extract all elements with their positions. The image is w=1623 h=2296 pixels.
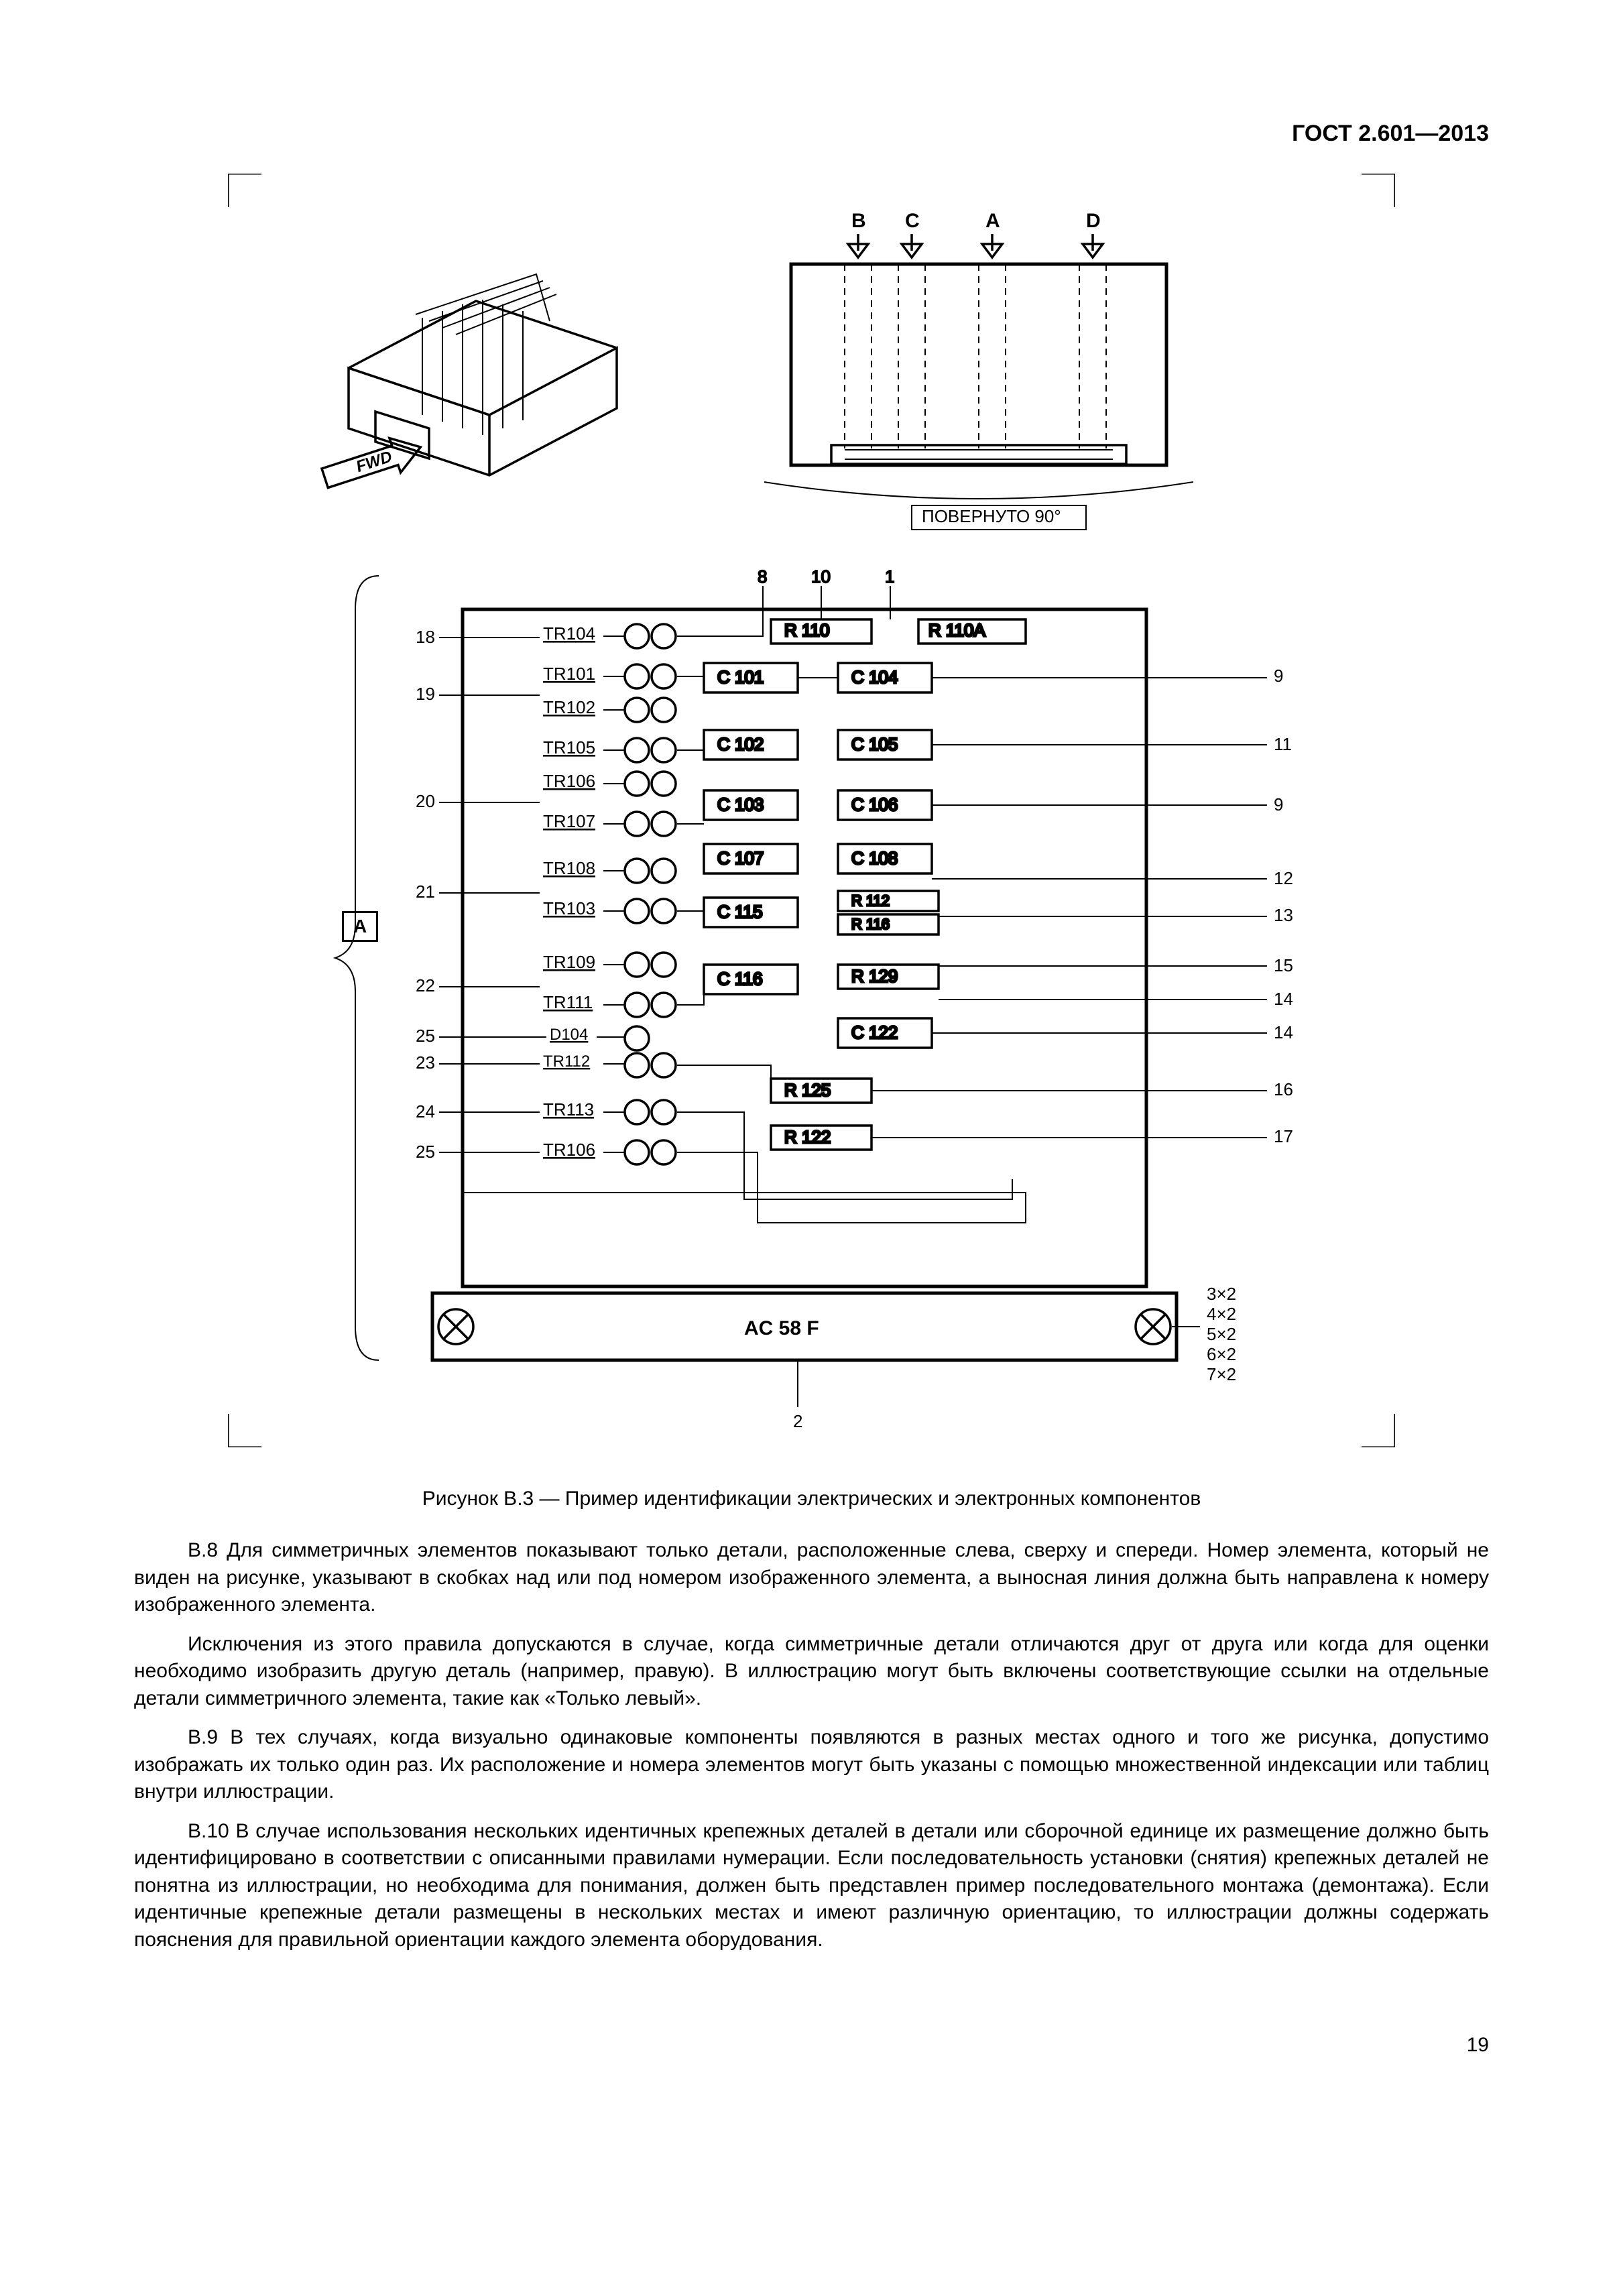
svg-text:25: 25: [416, 1026, 435, 1046]
svg-text:C 115: C 115: [717, 902, 762, 922]
svg-text:5×2: 5×2: [1207, 1324, 1236, 1344]
svg-text:C 106: C 106: [851, 794, 898, 814]
para-b8: В.8 Для симметричных элементов показываю…: [134, 1537, 1489, 1619]
svg-text:R 116: R 116: [851, 916, 890, 932]
rotated-note: ПОВЕРНУТО 90°: [922, 506, 1061, 526]
c-left: C 101 C 102 C 103 C 107 C 115 C 116: [704, 663, 798, 994]
svg-text:9: 9: [1274, 794, 1283, 814]
svg-text:7×2: 7×2: [1207, 1364, 1236, 1384]
board-id: AC 58 F: [744, 1317, 819, 1339]
crop-tr: [1355, 174, 1395, 214]
multiplier-list: 3×2 4×2 5×2 6×2 7×2: [1207, 1284, 1236, 1384]
svg-text:3×2: 3×2: [1207, 1284, 1236, 1304]
svg-text:A: A: [985, 210, 1000, 232]
svg-text:9: 9: [1274, 666, 1283, 686]
c-right: C 104 C 105 C 106 C 108 C 122: [838, 663, 932, 1048]
svg-text:18: 18: [416, 627, 435, 647]
right-callouts: 9 11 9 12 13 15 14 14 16 17: [1274, 666, 1293, 1146]
svg-text:TR106: TR106: [543, 1140, 595, 1160]
svg-text:TR108: TR108: [543, 858, 595, 878]
svg-text:D104: D104: [550, 1026, 588, 1044]
svg-text:TR104: TR104: [543, 623, 595, 644]
svg-text:C 122: C 122: [851, 1022, 898, 1042]
para-b8-exc: Исключения из этого правила допускаются …: [134, 1631, 1489, 1713]
svg-text:R 129: R 129: [851, 966, 898, 986]
svg-text:19: 19: [416, 684, 435, 704]
svg-text:R 110: R 110: [784, 620, 829, 640]
svg-text:C 105: C 105: [851, 734, 898, 754]
left-callouts: 18 19 20 21 22 25 23 24 25: [416, 627, 546, 1162]
svg-text:TR103: TR103: [543, 898, 595, 918]
crop-tl: [228, 174, 268, 214]
bottom-callout: 2: [793, 1411, 802, 1431]
svg-text:C 108: C 108: [851, 848, 898, 868]
svg-text:TR113: TR113: [543, 1099, 594, 1120]
svg-text:21: 21: [416, 882, 435, 902]
svg-text:17: 17: [1274, 1126, 1293, 1146]
svg-text:R 125: R 125: [784, 1080, 831, 1100]
svg-text:24: 24: [416, 1101, 435, 1122]
svg-text:1: 1: [885, 566, 894, 587]
svg-text:12: 12: [1274, 868, 1293, 888]
svg-text:C 103: C 103: [717, 794, 764, 814]
svg-text:C 116: C 116: [717, 969, 762, 989]
svg-text:C 104: C 104: [851, 667, 898, 687]
svg-text:TR101: TR101: [543, 664, 595, 684]
svg-text:C: C: [905, 210, 920, 232]
svg-text:R 110A: R 110A: [928, 620, 985, 640]
svg-text:14: 14: [1274, 1022, 1293, 1042]
tr-circles: [625, 624, 676, 1164]
svg-text:23: 23: [416, 1052, 435, 1073]
svg-text:13: 13: [1274, 905, 1293, 925]
svg-text:B: B: [851, 210, 866, 232]
crop-bl: [228, 1407, 268, 1447]
page-number: 19: [134, 2034, 1489, 2057]
svg-text:D: D: [1086, 210, 1101, 232]
svg-text:20: 20: [416, 791, 435, 811]
svg-text:25: 25: [416, 1142, 435, 1162]
svg-text:4×2: 4×2: [1207, 1304, 1236, 1324]
svg-text:TR107: TR107: [543, 811, 595, 831]
svg-text:C 101: C 101: [717, 667, 764, 687]
svg-text:R 122: R 122: [784, 1127, 831, 1147]
svg-text:22: 22: [416, 975, 435, 995]
para-b10: В.10 В случае использования нескольких и…: [134, 1818, 1489, 1954]
tr-labels: TR104 TR101 TR102 TR105 TR106 TR107 TR10…: [543, 623, 595, 1160]
slot-letters: B C A D: [851, 210, 1101, 232]
standard-header: ГОСТ 2.601—2013: [134, 121, 1489, 147]
svg-text:C 102: C 102: [717, 734, 764, 754]
figure-b3: FWD B C A D ПОВЕ: [134, 174, 1489, 1461]
svg-text:14: 14: [1274, 989, 1293, 1009]
svg-text:TR112: TR112: [543, 1052, 590, 1071]
svg-text:11: 11: [1274, 734, 1292, 754]
svg-text:15: 15: [1274, 955, 1293, 975]
svg-text:TR105: TR105: [543, 737, 595, 758]
svg-text:8: 8: [758, 566, 767, 587]
svg-text:10: 10: [811, 566, 831, 587]
para-b9: В.9 В тех случаях, когда визуально одина…: [134, 1724, 1489, 1806]
board-diagram: AC 58 F 8 10 1 TR104 T: [315, 549, 1455, 1454]
slot-arrows: [848, 234, 1103, 257]
rotated-view: B C A D ПОВЕРНУТО 90°: [737, 200, 1247, 536]
svg-text:TR109: TR109: [543, 952, 595, 972]
iso-connector: FWD: [268, 214, 684, 522]
svg-text:R 112: R 112: [851, 892, 890, 909]
figure-caption: Рисунок В.3 — Пример идентификации элект…: [134, 1488, 1489, 1510]
svg-text:6×2: 6×2: [1207, 1344, 1236, 1364]
svg-text:C 107: C 107: [717, 848, 764, 868]
svg-text:16: 16: [1274, 1079, 1293, 1099]
svg-text:TR102: TR102: [543, 697, 595, 717]
svg-text:TR111: TR111: [543, 992, 593, 1012]
svg-text:TR106: TR106: [543, 771, 595, 791]
